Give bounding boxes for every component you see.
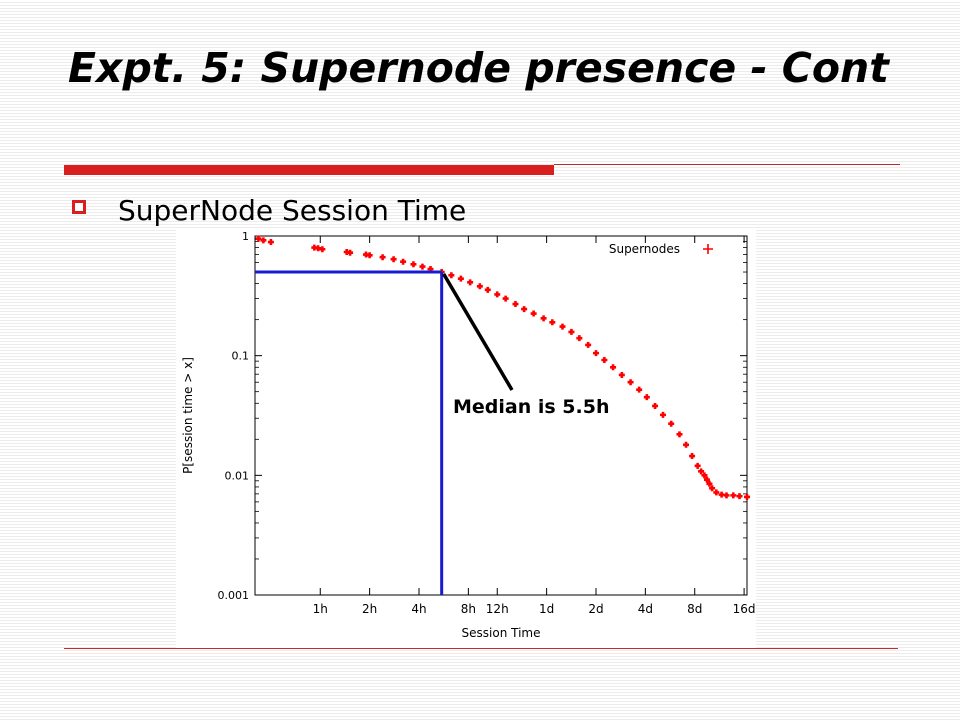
data-point — [559, 323, 566, 330]
data-point — [267, 239, 274, 246]
legend-marker — [703, 244, 713, 254]
y-tick-label: 0.001 — [218, 589, 250, 602]
data-point — [255, 235, 262, 242]
y-tick-label: 1 — [242, 230, 249, 243]
title-underline-rule — [554, 164, 900, 165]
data-point — [366, 252, 373, 259]
slide-title: Expt. 5: Supernode presence - Cont — [68, 44, 889, 92]
data-point — [549, 319, 556, 326]
data-point — [379, 254, 386, 261]
x-tick-label: 2d — [588, 602, 603, 616]
data-point — [476, 283, 483, 290]
data-point — [484, 286, 491, 293]
data-point — [636, 386, 643, 393]
data-point — [540, 315, 547, 322]
data-point — [601, 357, 608, 363]
data-point — [694, 462, 701, 469]
data-point — [319, 246, 326, 253]
x-tick-label: 2h — [362, 602, 377, 616]
x-tick-label: 1d — [539, 602, 554, 616]
data-point — [723, 492, 730, 499]
data-point — [512, 301, 519, 308]
data-point — [610, 364, 617, 371]
data-point — [347, 249, 354, 256]
data-point — [652, 402, 659, 409]
data-point — [592, 350, 599, 357]
data-point — [701, 472, 708, 479]
data-point — [448, 272, 455, 279]
x-tick-label: 8h — [461, 602, 476, 616]
data-point — [744, 493, 750, 500]
bullet-text: SuperNode Session Time — [118, 194, 467, 227]
bullet-square-icon — [72, 200, 86, 214]
data-point — [260, 237, 267, 244]
data-point — [390, 256, 397, 263]
legend-label: Supernodes — [609, 242, 680, 256]
data-point — [585, 341, 592, 348]
median-annotation: Median is 5.5h — [453, 396, 610, 418]
data-point — [419, 263, 426, 270]
x-tick-label: 4h — [411, 602, 426, 616]
data-point — [698, 468, 705, 475]
data-point — [706, 480, 713, 487]
y-tick-label: 0.1 — [232, 350, 250, 363]
data-point — [502, 295, 509, 302]
data-point — [627, 379, 634, 386]
data-point — [467, 279, 474, 286]
data-point — [457, 275, 464, 282]
x-axis-label: Session Time — [462, 626, 541, 640]
x-tick-label: 8d — [687, 602, 702, 616]
data-point — [709, 485, 716, 492]
data-point — [689, 453, 696, 460]
x-tick-label: 1h — [313, 602, 328, 616]
data-point — [736, 493, 743, 500]
data-point — [568, 328, 575, 335]
data-point — [703, 476, 710, 483]
data-point — [683, 441, 690, 448]
y-tick-label: 0.01 — [225, 469, 250, 482]
data-point — [643, 394, 650, 401]
data-point — [713, 489, 720, 496]
x-tick-label: 4d — [638, 602, 653, 616]
x-tick-label: 16d — [733, 602, 756, 616]
data-point — [730, 492, 737, 499]
x-tick-label: 12h — [486, 602, 509, 616]
data-point — [668, 420, 675, 427]
data-point — [494, 291, 501, 298]
y-axis-label: P[session time > x] — [181, 357, 195, 474]
data-point — [660, 411, 667, 418]
data-point — [530, 310, 537, 317]
footer-rule — [64, 648, 898, 649]
data-point — [618, 371, 625, 378]
data-point — [521, 306, 528, 313]
annotation-arrow — [442, 273, 514, 391]
data-point — [676, 431, 683, 438]
data-point — [400, 258, 407, 265]
data-point — [576, 335, 583, 342]
data-point — [410, 261, 417, 268]
title-underline-accent — [64, 165, 554, 175]
